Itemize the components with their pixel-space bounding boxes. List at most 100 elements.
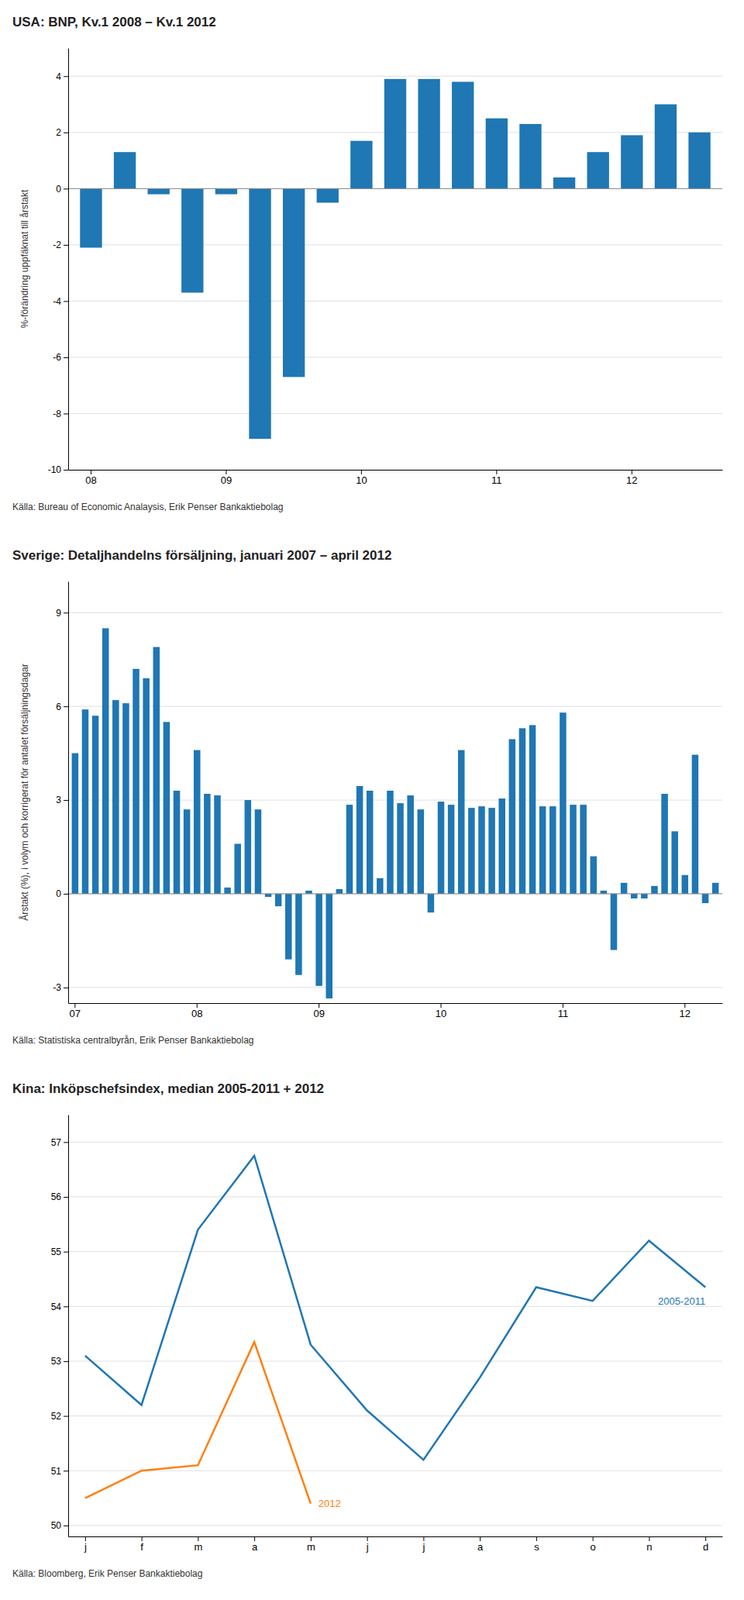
x-tick-mark xyxy=(479,1536,481,1541)
y-tick-label: 51 xyxy=(51,1465,62,1477)
x-tick-mark xyxy=(197,1536,199,1541)
bar xyxy=(132,668,140,894)
bar xyxy=(148,188,170,194)
grid-line xyxy=(68,1195,723,1197)
y-tick: 2 xyxy=(55,127,69,138)
y-tick: 53 xyxy=(51,1355,69,1367)
y-tick-label: 57 xyxy=(51,1136,62,1148)
bar xyxy=(417,809,425,894)
x-tick-mark xyxy=(423,1536,424,1541)
bar xyxy=(589,856,597,894)
x-tick-label: 10 xyxy=(435,1007,447,1020)
x-tick-mark xyxy=(74,1002,76,1008)
panel: USA: BNP, Kv.1 2008 – Kv.1 2012-10-8-6-4… xyxy=(12,14,724,513)
x-axis: 0809101112 xyxy=(68,469,724,486)
x-tick: 12 xyxy=(626,469,638,486)
y-tick: 0 xyxy=(55,888,69,899)
bar xyxy=(386,790,394,894)
bar xyxy=(325,893,333,999)
bar xyxy=(485,118,508,190)
zero-line xyxy=(68,892,723,894)
bar xyxy=(559,712,567,894)
x-tick-label: j xyxy=(365,1540,369,1553)
y-tick-label: 55 xyxy=(51,1246,62,1258)
bar xyxy=(92,715,100,894)
y-tick-mark xyxy=(63,1415,69,1417)
y-axis: -30369 xyxy=(52,582,69,1004)
line xyxy=(85,1155,706,1460)
bar xyxy=(282,188,305,377)
bar xyxy=(682,874,689,894)
y-axis: 5051525354555657 xyxy=(51,1115,69,1537)
x-tick-mark xyxy=(684,1002,686,1008)
y-tick: 57 xyxy=(51,1136,69,1148)
x-tick: j xyxy=(421,1536,425,1553)
bar xyxy=(640,893,648,899)
x-tick-label: 10 xyxy=(355,474,367,486)
y-axis-title: %-förändring uppfäknat till årstakt xyxy=(19,189,31,328)
grid-line xyxy=(68,1141,723,1143)
bar xyxy=(181,188,204,293)
bar xyxy=(447,804,455,894)
bar xyxy=(671,830,679,894)
x-tick-label: a xyxy=(477,1540,484,1553)
bar xyxy=(458,750,465,894)
bar xyxy=(346,804,354,894)
y-axis-line xyxy=(68,582,69,1004)
marks xyxy=(72,627,720,999)
bar xyxy=(305,890,313,894)
chart-title: Kina: Inköpschefsindex, median 2005-2011… xyxy=(12,1081,324,1096)
bar xyxy=(275,893,283,906)
y-tick-mark xyxy=(63,987,69,989)
x-tick-label: f xyxy=(140,1540,144,1553)
y-tick-mark xyxy=(63,75,69,77)
x-axis: jfmamjjasond xyxy=(68,1536,724,1553)
y-tick-mark xyxy=(63,1525,69,1526)
x-tick: 10 xyxy=(355,469,367,486)
y-tick: -4 xyxy=(52,296,69,307)
panel: Sverige: Detaljhandelns försäljning, jan… xyxy=(12,547,724,1046)
y-tick-label: -10 xyxy=(48,464,62,476)
bar xyxy=(79,188,102,248)
plot-area: -30369070809101112Årstakt (%), i volym o… xyxy=(18,582,724,1020)
y-tick-mark xyxy=(63,132,69,134)
bar xyxy=(498,798,506,894)
y-tick-mark xyxy=(63,1305,69,1307)
x-tick-label: 12 xyxy=(626,474,638,486)
bar xyxy=(688,132,710,190)
source-note: Källa: Statistiska centralbyrån, Erik Pe… xyxy=(12,1034,255,1046)
bar xyxy=(315,893,323,986)
y-tick-label: 54 xyxy=(51,1301,62,1313)
x-tick-label: 09 xyxy=(220,474,232,486)
bar xyxy=(529,724,537,894)
source-note: Källa: Bloomberg, Erik Penser Bankaktieb… xyxy=(12,1567,203,1579)
grid-line xyxy=(68,1250,723,1252)
marks xyxy=(79,79,710,439)
bar xyxy=(112,699,120,894)
chart-page: USA: BNP, Kv.1 2008 – Kv.1 2012-10-8-6-4… xyxy=(0,0,744,1600)
x-tick: a xyxy=(477,1536,484,1553)
grid-line xyxy=(68,706,723,707)
bar xyxy=(692,754,700,894)
source-note: Källa: Bureau of Economic Analaysis, Eri… xyxy=(12,501,284,513)
x-tick: s xyxy=(533,1536,540,1553)
grid-line xyxy=(68,356,723,358)
bar xyxy=(285,893,293,960)
y-tick: -8 xyxy=(52,408,69,420)
x-tick: 12 xyxy=(679,1002,691,1020)
y-axis-title: Årstakt (%), i volym och korrigerat för … xyxy=(18,663,31,920)
bar xyxy=(248,188,271,439)
chart-title: Sverige: Detaljhandelns försäljning, jan… xyxy=(12,547,392,563)
bar xyxy=(569,804,577,894)
grid xyxy=(68,1141,723,1526)
bar xyxy=(82,709,90,894)
y-tick-mark xyxy=(63,1360,69,1362)
plot-area: -10-8-6-4-20240809101112%-förändring upp… xyxy=(19,48,724,487)
y-tick: -6 xyxy=(52,351,69,363)
x-tick: 10 xyxy=(435,1002,447,1020)
x-tick: 07 xyxy=(69,1002,81,1020)
x-tick-label: 08 xyxy=(191,1007,203,1020)
panel: Kina: Inköpschefsindex, median 2005-2011… xyxy=(12,1081,724,1579)
y-tick-mark xyxy=(63,706,69,707)
y-tick-label: -6 xyxy=(52,351,62,363)
